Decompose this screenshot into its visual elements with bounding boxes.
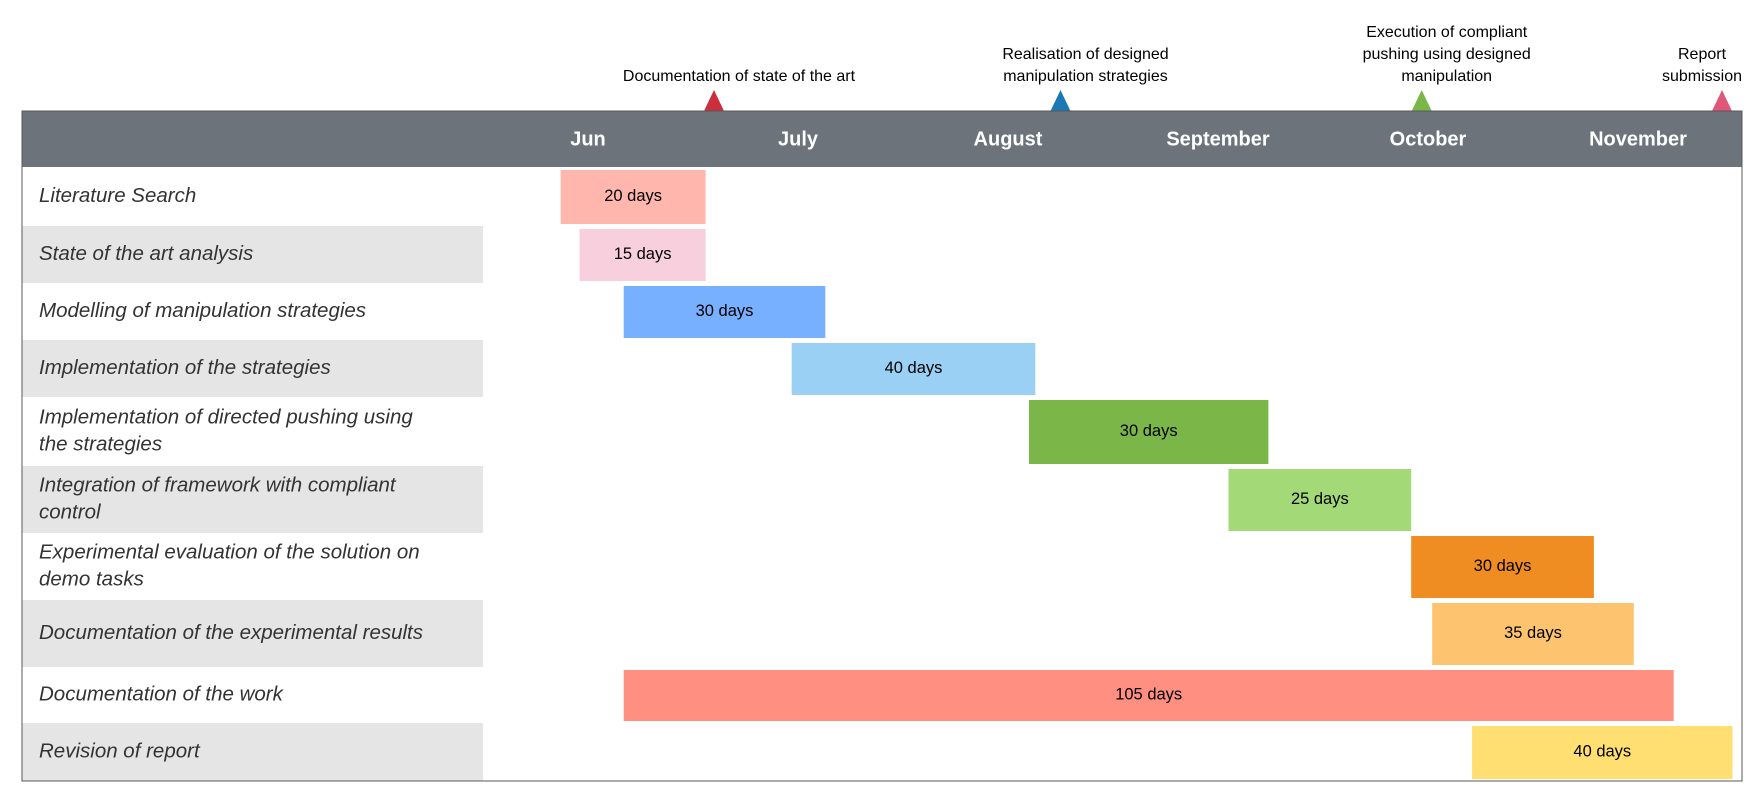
task-duration-label: 30 days	[1120, 422, 1178, 440]
task-name-label: Integration of framework with compliant	[39, 473, 397, 496]
milestone-marker	[1411, 90, 1432, 111]
month-label-august: August	[974, 128, 1043, 150]
task-bar	[560, 170, 706, 224]
task-duration-label: 35 days	[1504, 624, 1562, 642]
task-duration-label: 20 days	[604, 187, 662, 205]
task-name-label: Revision of report	[39, 739, 201, 762]
month-label-october: October	[1390, 128, 1467, 150]
task-labels: Literature Search State of the art analys…	[39, 184, 423, 763]
month-label-november: November	[1589, 128, 1687, 150]
task-name-label: Literature Search	[39, 184, 196, 207]
milestone-label: pushing using designed	[1363, 46, 1531, 63]
milestone-label: manipulation strategies	[1003, 68, 1168, 85]
row-stripe	[22, 466, 483, 533]
milestone-label: Documentation of state of the art	[623, 68, 856, 85]
milestone-marker	[1050, 90, 1071, 111]
chart-frame	[21, 110, 1743, 782]
task-bar	[1411, 536, 1594, 598]
milestone-label: Realisation of designed	[1002, 46, 1168, 63]
milestone-marker	[704, 90, 724, 111]
milestones: Documentation of state of the art Realisa…	[623, 24, 1742, 111]
month-label-september: September	[1166, 128, 1270, 150]
task-duration-label: 105 days	[1115, 685, 1182, 703]
task-name-label: Modelling of manipulation strategies	[39, 299, 366, 322]
month-label-july: July	[778, 128, 819, 150]
task-bar	[623, 670, 1674, 721]
milestone-label: submission	[1662, 68, 1742, 85]
milestone-label: Report	[1678, 46, 1727, 63]
task-bar	[1472, 726, 1733, 779]
task-bars: 20 days 15 days 30 days 40 days 30 days 25 da…	[560, 170, 1733, 779]
task-name-label: Implementation of the strategies	[39, 356, 331, 379]
row-stripes	[22, 226, 483, 781]
task-bar	[1228, 469, 1412, 531]
month-label-jun: Jun	[570, 128, 606, 150]
task-duration-label: 30 days	[696, 302, 754, 320]
row-stripe	[22, 723, 483, 781]
row-stripe	[22, 340, 483, 397]
task-name-label: demo tasks	[39, 567, 144, 590]
milestone-label: manipulation	[1401, 68, 1492, 85]
task-bar	[1029, 400, 1269, 464]
milestone-marker	[1712, 90, 1732, 111]
task-name-label: Implementation of directed pushing using	[39, 405, 413, 428]
task-name-label: Documentation of the work	[39, 682, 285, 705]
task-bar	[579, 229, 706, 281]
milestone-label: Execution of compliant	[1366, 24, 1528, 41]
task-bar	[1432, 603, 1634, 665]
task-duration-label: 30 days	[1474, 557, 1532, 575]
row-stripe	[22, 600, 483, 667]
task-name-label: Documentation of the experimental result…	[39, 621, 423, 644]
task-duration-label: 40 days	[885, 359, 943, 377]
task-name-label: State of the art analysis	[39, 242, 253, 265]
task-bar	[791, 343, 1036, 395]
task-duration-label: 25 days	[1291, 490, 1349, 508]
task-name-label: control	[39, 500, 102, 523]
task-bar	[623, 286, 826, 338]
month-header: Jun July August September October November	[22, 111, 1742, 167]
task-name-label: the strategies	[39, 432, 162, 455]
task-name-label: Experimental evaluation of the solution …	[39, 540, 420, 563]
task-duration-label: 40 days	[1573, 742, 1631, 760]
header-band	[22, 111, 1742, 167]
task-duration-label: 15 days	[614, 245, 672, 263]
row-stripe	[22, 226, 483, 283]
